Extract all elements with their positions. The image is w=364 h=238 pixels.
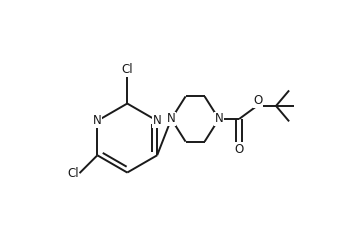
Text: N: N (93, 114, 102, 127)
Text: Cl: Cl (122, 63, 133, 76)
Text: N: N (214, 113, 223, 125)
Text: N: N (167, 113, 176, 125)
Text: O: O (254, 94, 263, 107)
Text: N: N (153, 114, 162, 127)
Text: O: O (234, 143, 244, 156)
Text: Cl: Cl (67, 167, 79, 180)
